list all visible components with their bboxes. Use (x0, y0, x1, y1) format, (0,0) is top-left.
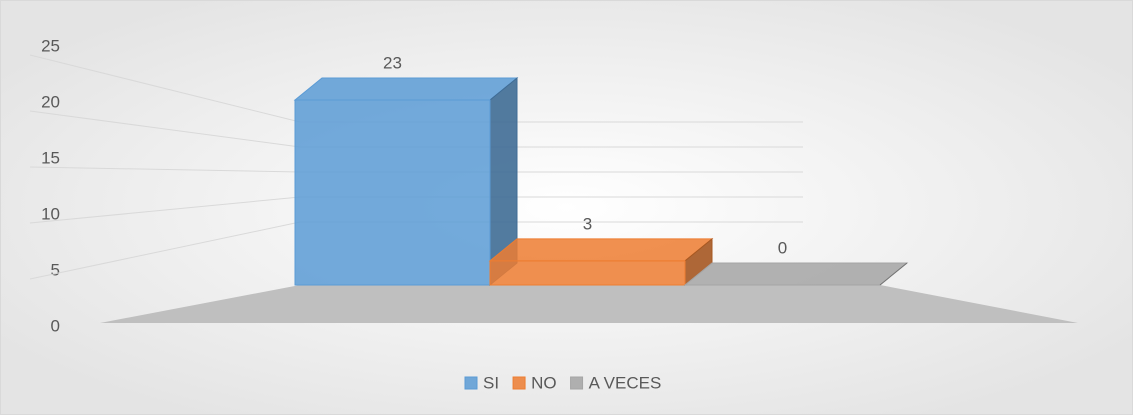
legend: SI NO A VECES (464, 373, 662, 392)
data-label: 3 (583, 214, 592, 233)
y-tick-label: 5 (51, 260, 60, 279)
bar (488, 237, 714, 287)
legend-swatch (570, 376, 584, 390)
grid-line (29, 166, 301, 173)
grid-line (29, 196, 301, 224)
bar-front (489, 260, 686, 286)
data-label: 0 (778, 238, 787, 257)
y-tick-label: 15 (41, 148, 60, 167)
bar (293, 76, 519, 287)
grid-line (29, 54, 301, 123)
legend-label: A VECES (589, 373, 662, 392)
bar-top (488, 238, 714, 262)
legend-label: NO (531, 373, 557, 392)
bar-front (294, 99, 491, 286)
bar-side (879, 262, 908, 286)
legend-label: SI (483, 373, 499, 392)
bar (683, 262, 909, 286)
y-tick-label: 20 (41, 92, 60, 111)
y-tick-label: 25 (41, 36, 60, 55)
data-label: 23 (383, 53, 402, 72)
y-tick-label: 0 (51, 316, 60, 335)
y-tick-label: 10 (41, 204, 60, 223)
grid-line (29, 110, 301, 148)
grid-line (29, 221, 301, 280)
bar-top (293, 77, 519, 101)
legend-swatch (464, 376, 478, 390)
legend-swatch (512, 376, 526, 390)
bar-top (683, 262, 909, 286)
floor (100, 285, 1078, 323)
